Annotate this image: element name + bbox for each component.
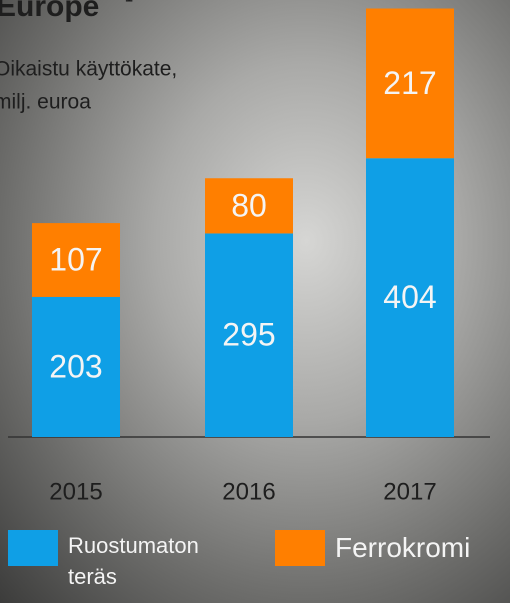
bar-segment <box>205 233 293 437</box>
value-label: 80 <box>231 187 267 223</box>
value-label: 295 <box>222 317 275 353</box>
bar-segment <box>32 223 120 297</box>
bar-segment <box>366 8 454 159</box>
legend-item: Ferrokromi <box>275 530 470 566</box>
subtitle: Oikaistu käyttökate, <box>0 58 177 81</box>
value-label: 217 <box>383 65 436 101</box>
legend-swatch <box>275 530 325 566</box>
value-label: 404 <box>383 279 436 315</box>
chart-title: Europe <box>0 0 99 23</box>
subtitle: milj. euroa <box>0 91 91 114</box>
bar-segment <box>366 158 454 438</box>
value-label: 203 <box>49 348 102 384</box>
x-tick-label: 2017 <box>383 478 436 505</box>
x-tick-label: 2016 <box>222 478 275 505</box>
bar-segment <box>32 296 120 437</box>
bar-segment <box>205 178 293 234</box>
legend-item: Ruostumaton teräs <box>8 530 248 592</box>
x-tick-label: 2015 <box>49 478 102 505</box>
value-label: 107 <box>49 241 102 277</box>
legend-swatch <box>8 530 58 566</box>
legend-label: Ferrokromi <box>335 532 471 563</box>
legend-label: Ruostumaton teräs <box>68 533 199 589</box>
title-footnote: 1 <box>125 0 133 5</box>
